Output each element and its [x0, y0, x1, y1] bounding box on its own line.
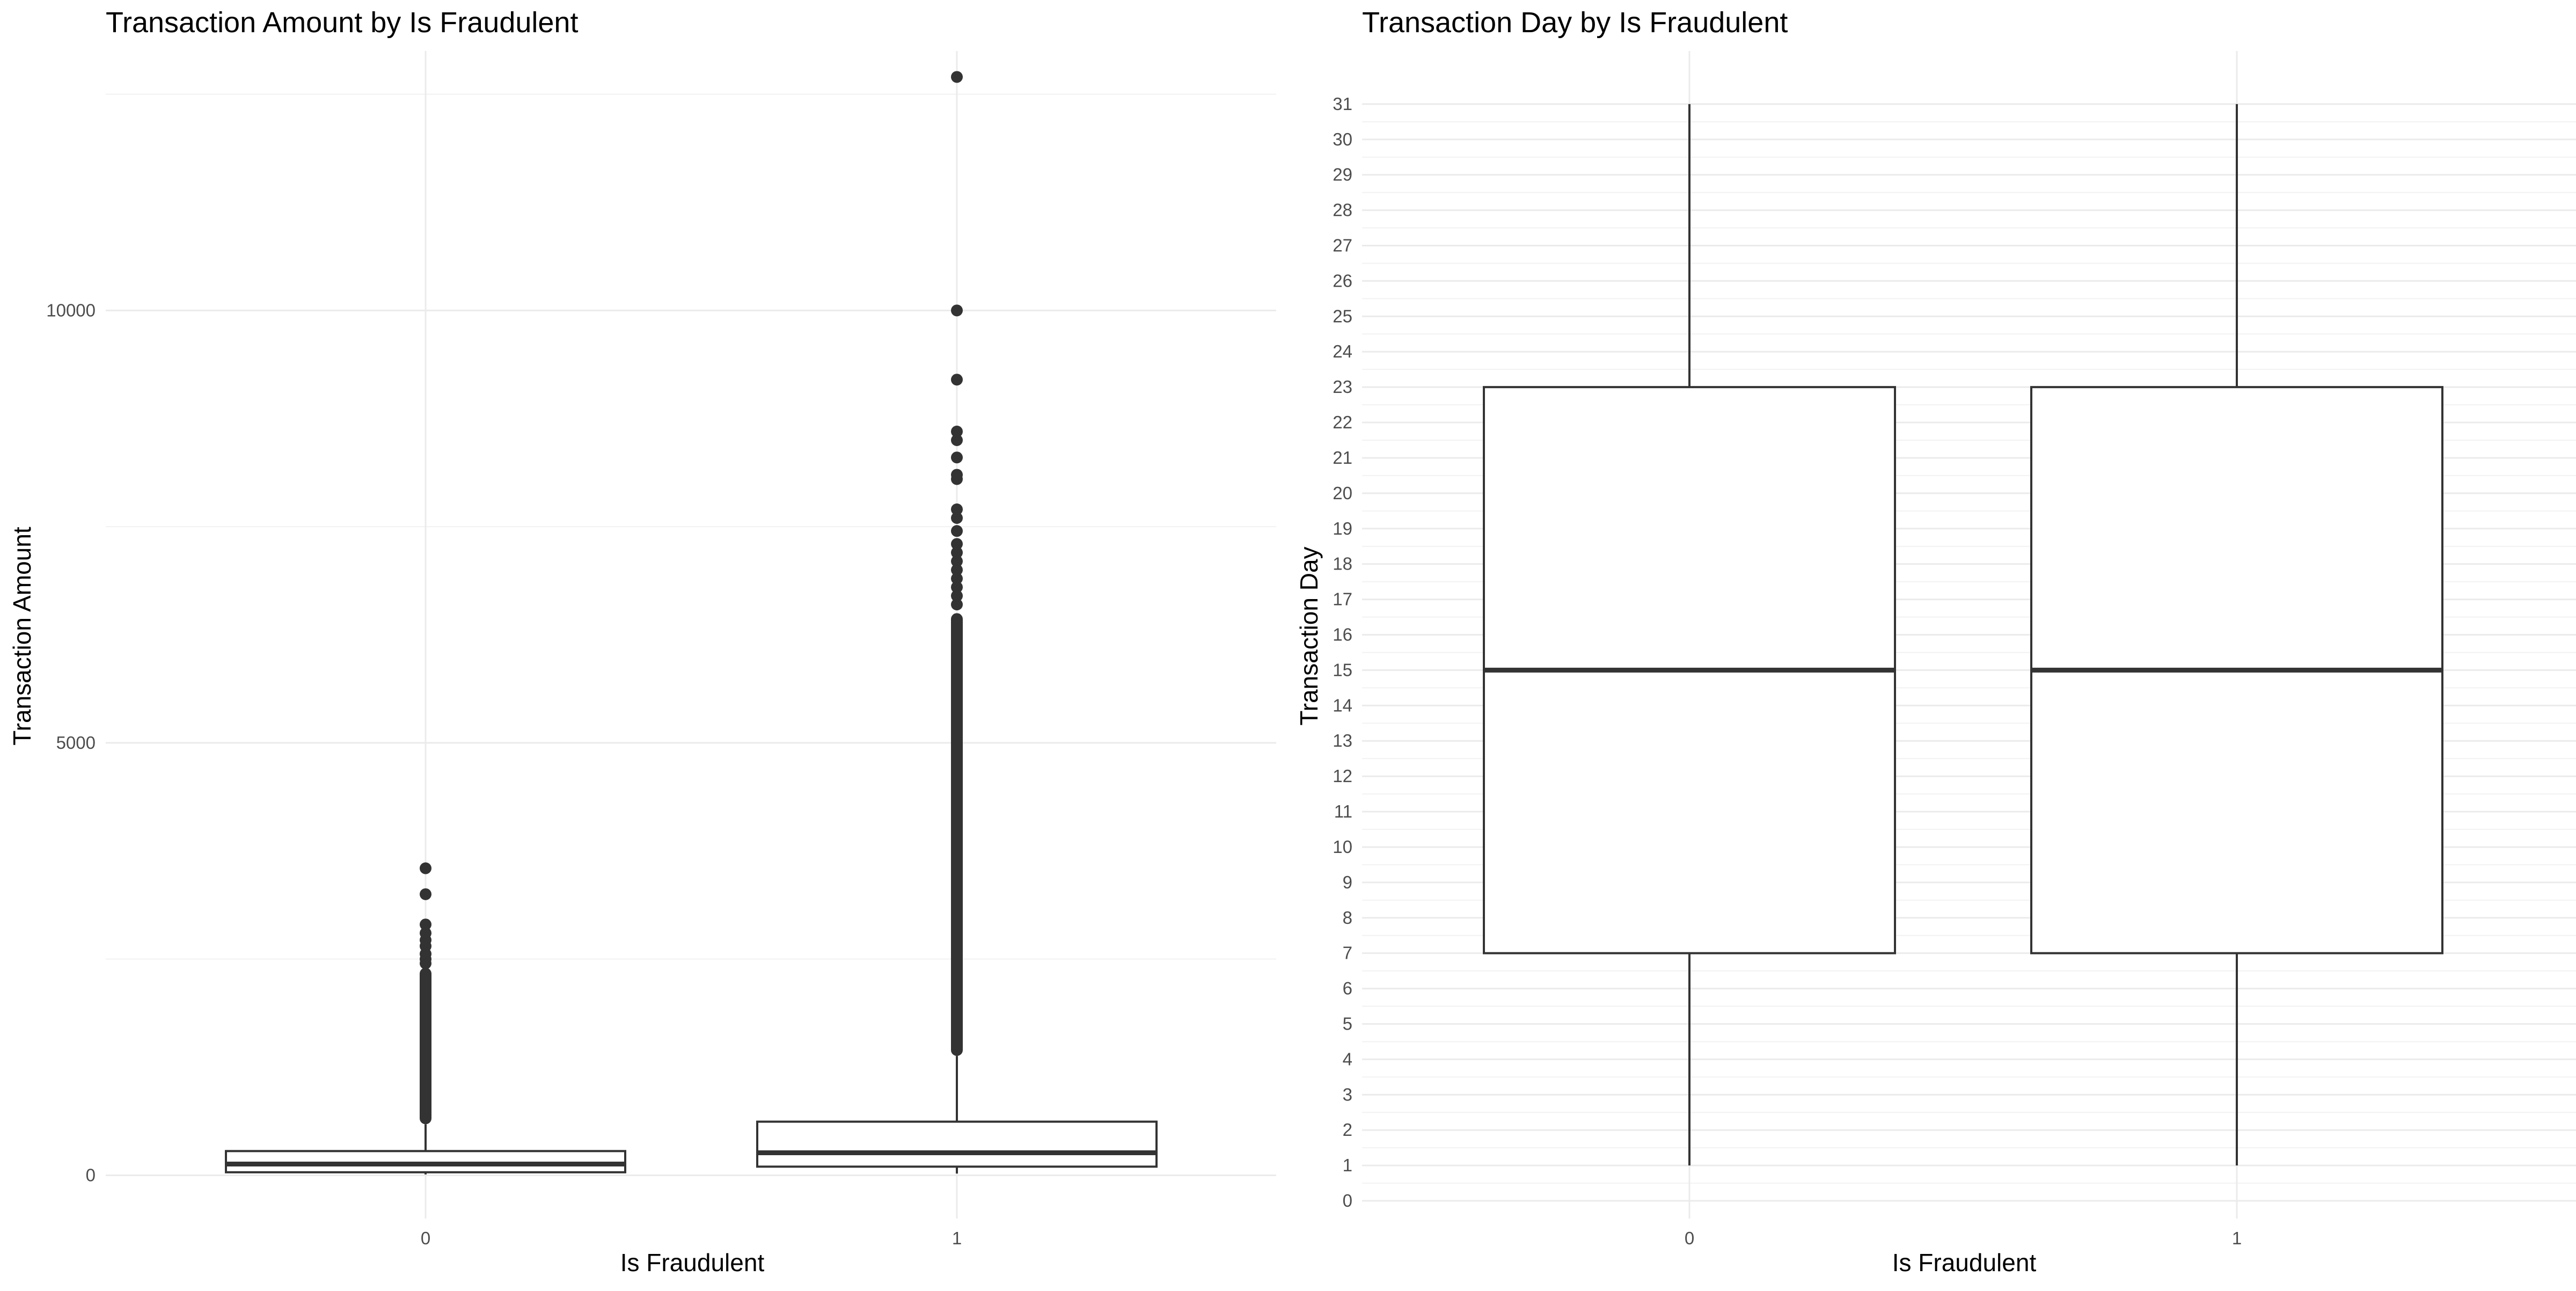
outlier-point [951, 546, 963, 559]
y-tick-label: 5 [1343, 1014, 1352, 1034]
y-tick-label: 0 [1343, 1191, 1352, 1210]
outlier-point [951, 451, 963, 464]
box-category-0 [1483, 104, 1896, 1166]
outlier-point [951, 599, 963, 611]
y-tick-label: 0 [86, 1165, 96, 1185]
box-category-1 [2030, 104, 2443, 1166]
y-tick-label: 20 [1333, 483, 1352, 503]
outlier-point [951, 564, 963, 576]
outlier-point [951, 538, 963, 550]
y-tick-label: 29 [1333, 165, 1352, 185]
y-tick-label: 2 [1343, 1120, 1352, 1140]
y-tick-label: 6 [1343, 979, 1352, 998]
box-category-1 [756, 71, 1158, 1174]
y-tick-label: 10000 [46, 300, 96, 320]
outlier-point [951, 590, 963, 602]
y-tick-label: 5000 [56, 733, 96, 753]
outlier-point [951, 425, 963, 437]
y-tick-label: 21 [1333, 448, 1352, 468]
y-tick-label: 26 [1333, 271, 1352, 290]
y-tick-label: 31 [1333, 94, 1352, 114]
outlier-point [951, 512, 963, 524]
y-tick-label: 9 [1343, 872, 1352, 892]
y-tick-label: 10 [1333, 837, 1352, 857]
y-tick-label: 12 [1333, 766, 1352, 786]
box-category-0 [225, 862, 626, 1175]
outlier-band [951, 613, 963, 1056]
day-boxplot-panel: 0123456789101112131415161718192021222324… [1295, 6, 2576, 1277]
outlier-point [951, 525, 963, 537]
y-tick-label: 16 [1333, 625, 1352, 645]
outlier-point [951, 71, 963, 83]
y-tick-label: 4 [1343, 1049, 1352, 1069]
amount-y-tick-labels: 0 5000 10000 [46, 300, 96, 1185]
day-boxes [1483, 104, 2443, 1166]
y-tick-label: 7 [1343, 943, 1352, 963]
y-tick-label: 13 [1333, 731, 1352, 750]
y-tick-label: 3 [1343, 1084, 1352, 1104]
y-tick-label: 1 [1343, 1155, 1352, 1175]
outlier-point [420, 862, 431, 874]
x-tick-label: 0 [1685, 1228, 1694, 1248]
y-tick-label: 27 [1333, 236, 1352, 256]
y-tick-label: 30 [1333, 129, 1352, 149]
amount-chart-title: Transaction Amount by Is Fraudulent [106, 6, 578, 39]
outlier-point [420, 927, 431, 939]
outlier-point [951, 434, 963, 446]
y-tick-label: 8 [1343, 908, 1352, 928]
y-tick-label: 14 [1333, 695, 1352, 715]
y-tick-label: 18 [1333, 554, 1352, 574]
amount-boxes [225, 71, 1158, 1175]
y-tick-label: 15 [1333, 660, 1352, 680]
day-y-axis-label: Transaction Day [1295, 546, 1323, 725]
day-x-axis-label: Is Fraudulent [1892, 1249, 2037, 1277]
outlier-point [951, 469, 963, 481]
y-tick-label: 25 [1333, 306, 1352, 326]
outlier-band [420, 967, 431, 1125]
outlier-point [951, 555, 963, 567]
day-y-tick-labels: 0123456789101112131415161718192021222324… [1333, 94, 1352, 1210]
y-tick-label: 19 [1333, 519, 1352, 538]
outlier-point [951, 503, 963, 515]
day-chart-title: Transaction Day by Is Fraudulent [1362, 6, 1788, 39]
y-tick-label: 11 [1334, 801, 1352, 821]
y-tick-label: 23 [1333, 377, 1352, 397]
amount-x-axis-label: Is Fraudulent [620, 1249, 765, 1277]
x-tick-label: 0 [421, 1228, 430, 1248]
outlier-point [951, 581, 963, 593]
outlier-point [420, 888, 431, 900]
y-tick-label: 28 [1333, 200, 1352, 220]
outlier-point [420, 918, 431, 931]
x-tick-label: 1 [2232, 1228, 2242, 1248]
outlier-point [951, 304, 963, 317]
amount-y-axis-label: Transaction Amount [8, 527, 36, 746]
x-tick-label: 1 [952, 1228, 962, 1248]
y-tick-label: 22 [1333, 412, 1352, 432]
outlier-point [951, 374, 963, 386]
y-tick-label: 17 [1333, 589, 1352, 609]
outlier-point [951, 572, 963, 585]
y-tick-label: 24 [1333, 341, 1352, 361]
amount-gridlines [106, 51, 1276, 1219]
iqr-box [756, 1120, 1158, 1168]
